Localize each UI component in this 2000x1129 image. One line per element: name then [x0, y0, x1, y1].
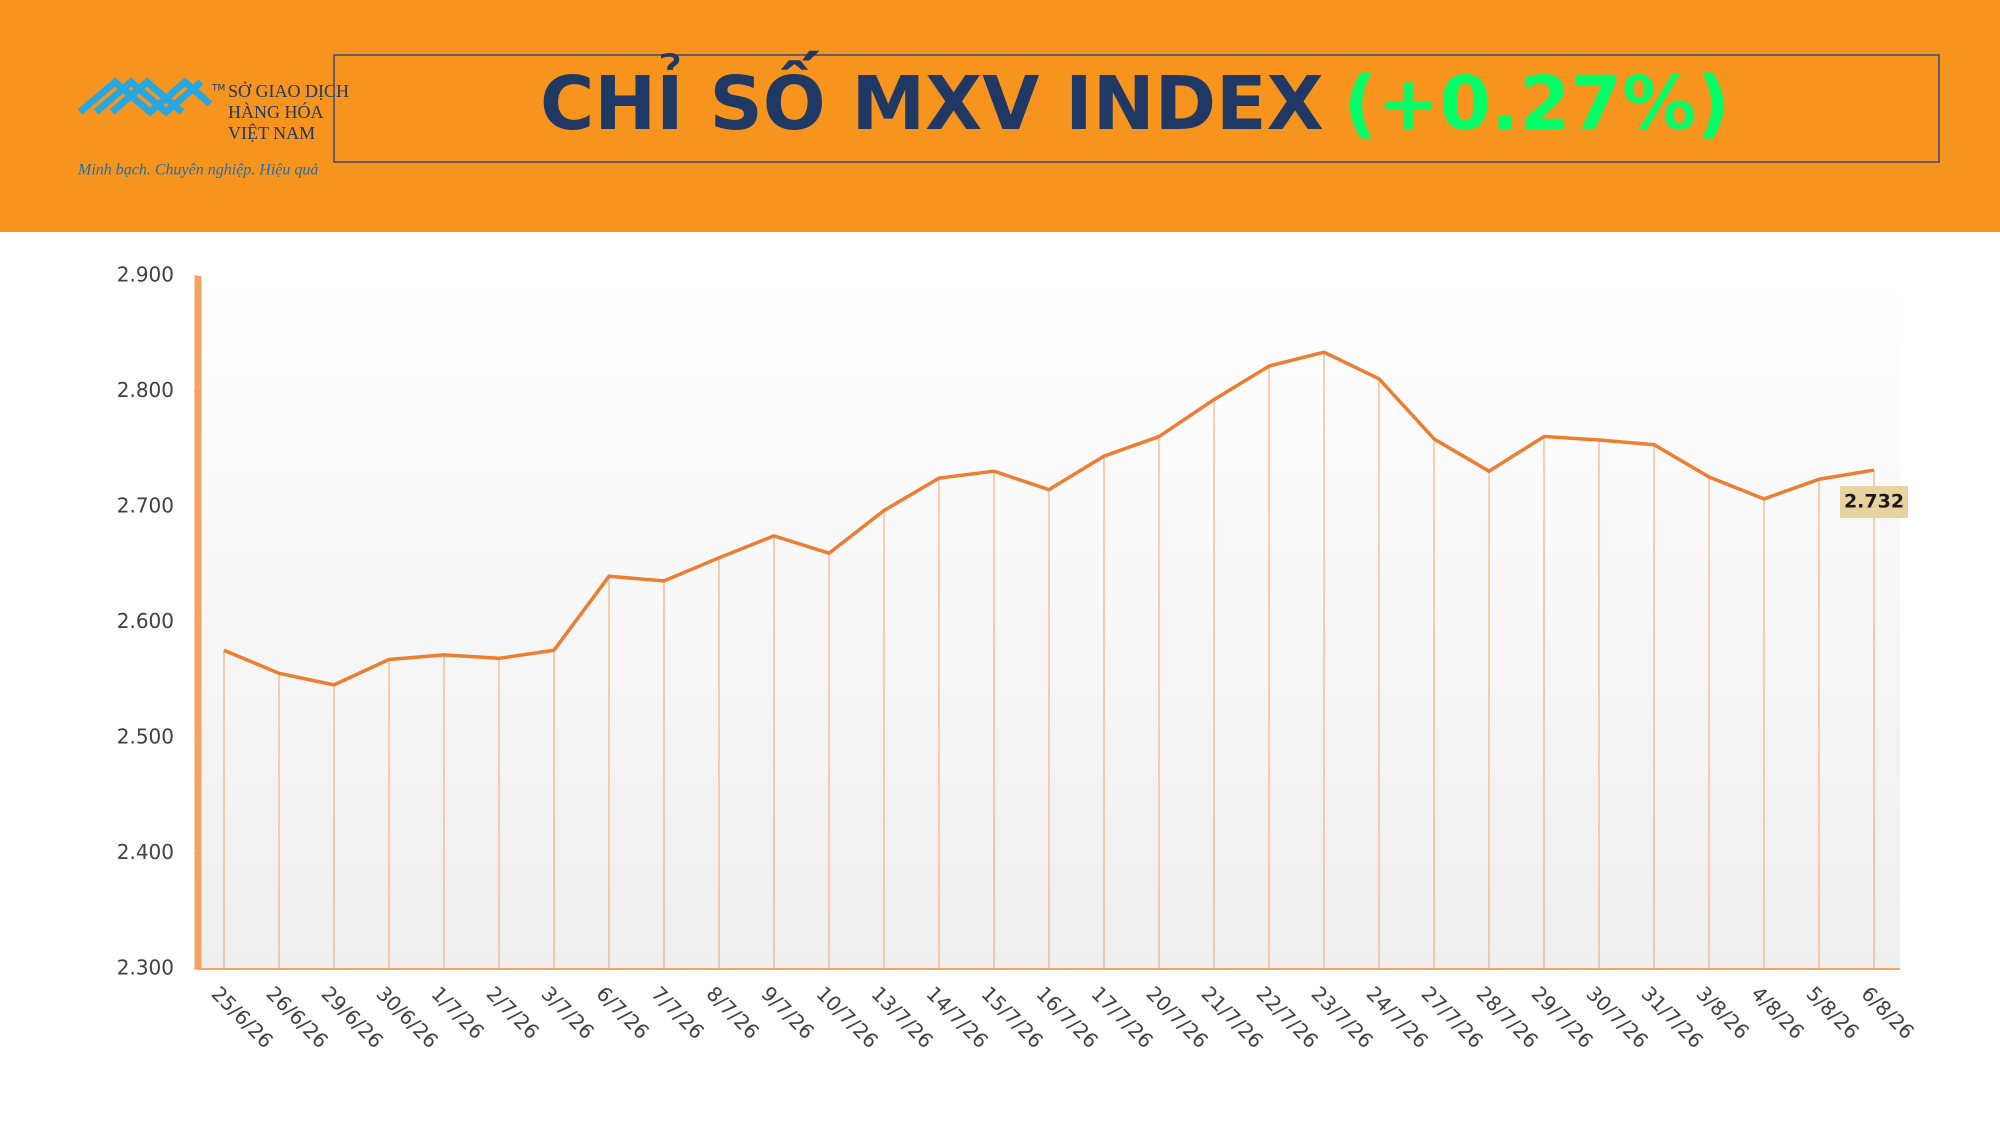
- logo-line: SỞ GIAO DỊCH: [228, 80, 349, 101]
- y-tick-label: 2.600: [117, 609, 174, 633]
- x-tick-label: 7/7/26: [647, 981, 709, 1043]
- y-tick-label: 2.900: [117, 263, 174, 287]
- logo-tm: TM: [211, 84, 225, 94]
- title-box: [333, 54, 1940, 163]
- logo: [77, 77, 213, 117]
- value-label: 2.732: [1844, 491, 1904, 513]
- x-tick-label: 4/8/26: [1747, 981, 1809, 1043]
- line: [223, 350, 1875, 687]
- logo-tagline: Minh bạch. Chuyên nghiệp. Hiệu quả: [77, 162, 318, 179]
- logo-line: HÀNG HÓA: [228, 101, 324, 122]
- y-tick-label: 2.700: [117, 494, 174, 518]
- title: CHỈ SỐ MXV INDEX (+0.27%): [540, 50, 1730, 147]
- y-tick-label: 2.800: [117, 378, 174, 402]
- x-tick-label: 8/7/26: [702, 981, 764, 1043]
- x-tick-label: 6/8/26: [1857, 981, 1919, 1043]
- y-tick-label: 2.400: [117, 840, 174, 864]
- title-change: (+0.27%): [1344, 61, 1730, 147]
- x-tick-label: 2/7/26: [482, 981, 544, 1043]
- x-tick-label: 9/7/26: [757, 981, 819, 1043]
- value-label-box: [1840, 486, 1908, 519]
- y-tick-label: 2.300: [117, 956, 174, 980]
- title-text: CHỈ SỐ MXV INDEX: [540, 50, 1324, 147]
- y-tick-label: 2.500: [117, 725, 174, 749]
- x-tick-label: 6/7/26: [592, 981, 654, 1043]
- x-tick-label: 3/7/26: [537, 981, 599, 1043]
- x-tick-label: 5/8/26: [1802, 981, 1864, 1043]
- logo-line: VIỆT NAM: [228, 122, 315, 143]
